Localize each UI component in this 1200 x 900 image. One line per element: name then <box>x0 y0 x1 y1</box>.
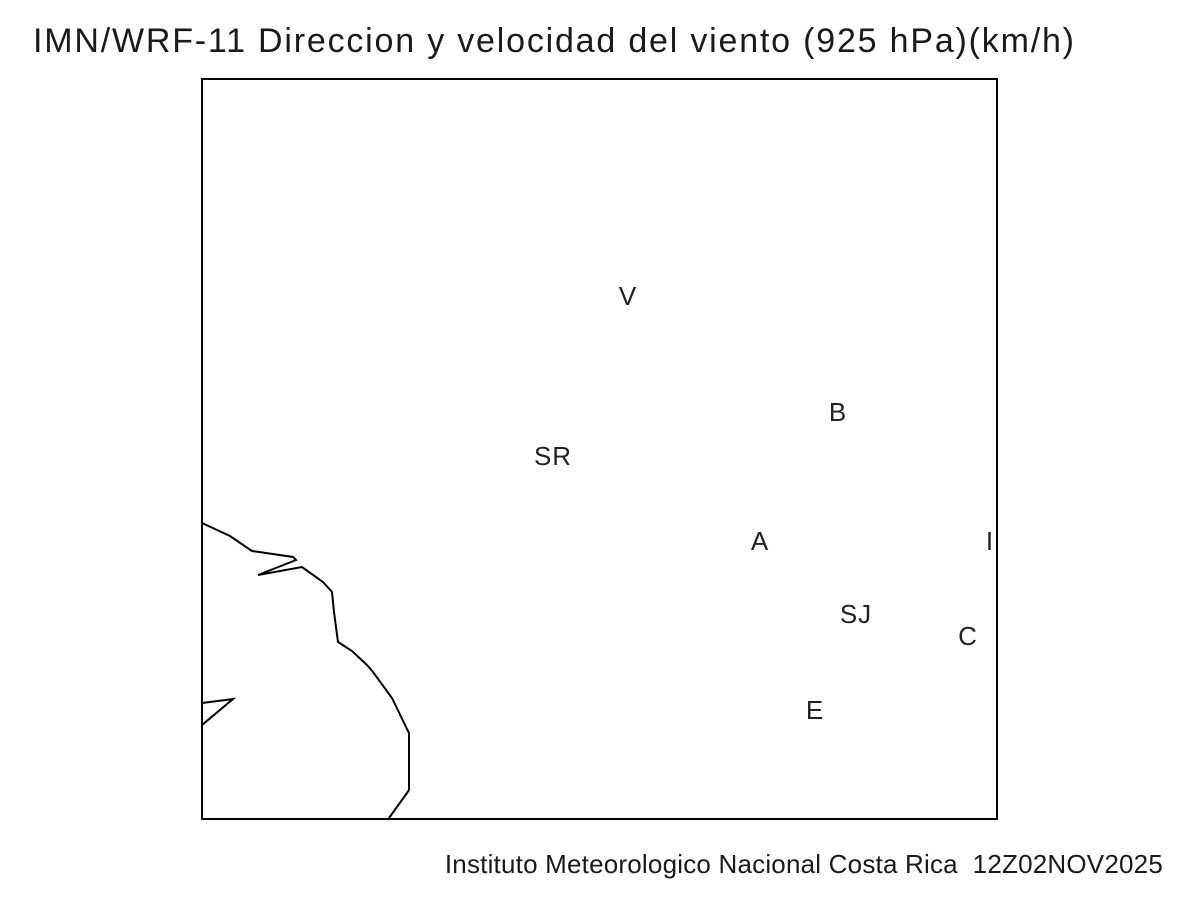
page-title: IMN/WRF-11 Direccion y velocidad del vie… <box>33 22 1076 60</box>
gulf-inlet-path <box>201 697 237 726</box>
station-label-i: I <box>985 526 995 556</box>
station-label-b: B <box>828 397 848 427</box>
station-label-c: C <box>958 621 978 651</box>
map-frame <box>201 78 998 820</box>
station-label-sr: SR <box>533 441 573 471</box>
station-label-v: V <box>618 281 638 311</box>
station-label-e: E <box>805 695 825 725</box>
coastline-path <box>201 522 410 819</box>
station-label-sj: SJ <box>839 599 873 629</box>
footer-attribution: Instituto Meteorologico Nacional Costa R… <box>444 849 1163 879</box>
station-label-a: A <box>750 526 770 556</box>
